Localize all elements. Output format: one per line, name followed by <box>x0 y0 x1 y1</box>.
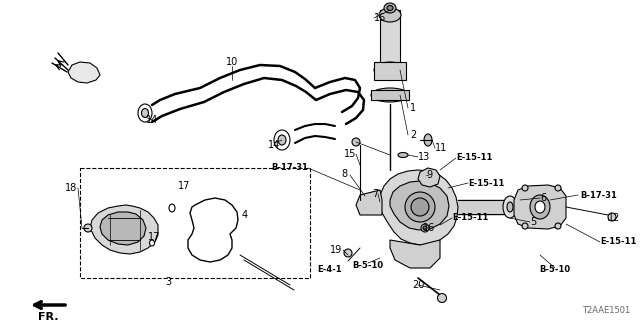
Polygon shape <box>100 212 146 245</box>
Ellipse shape <box>405 192 435 222</box>
Text: 18: 18 <box>65 183 77 193</box>
Polygon shape <box>356 190 382 215</box>
Text: E-15-11: E-15-11 <box>452 213 488 222</box>
Text: E-15-11: E-15-11 <box>468 179 504 188</box>
Polygon shape <box>390 240 440 268</box>
Text: 19: 19 <box>330 245 342 255</box>
Ellipse shape <box>503 196 517 218</box>
Ellipse shape <box>278 135 286 145</box>
Ellipse shape <box>421 224 429 232</box>
Bar <box>80 168 310 278</box>
Text: 4: 4 <box>242 210 248 220</box>
Polygon shape <box>390 181 449 230</box>
Polygon shape <box>514 185 566 229</box>
Polygon shape <box>380 170 458 245</box>
Ellipse shape <box>411 198 429 216</box>
Text: 6: 6 <box>540 193 546 203</box>
Ellipse shape <box>371 88 409 102</box>
Ellipse shape <box>507 202 513 212</box>
Text: 17: 17 <box>148 232 160 242</box>
Ellipse shape <box>150 240 154 246</box>
Ellipse shape <box>555 185 561 191</box>
Text: 16: 16 <box>423 223 435 233</box>
Text: E-4-1: E-4-1 <box>317 266 342 275</box>
Text: 14: 14 <box>146 115 158 125</box>
Text: 11: 11 <box>435 143 447 153</box>
Text: E-15-11: E-15-11 <box>456 154 492 163</box>
Text: B-5-10: B-5-10 <box>353 260 383 269</box>
Ellipse shape <box>522 223 528 229</box>
Ellipse shape <box>379 8 401 22</box>
Ellipse shape <box>530 195 550 219</box>
Text: 7: 7 <box>372 189 378 199</box>
Ellipse shape <box>384 3 396 13</box>
Text: 20: 20 <box>412 280 424 290</box>
Text: 1: 1 <box>410 103 416 113</box>
Ellipse shape <box>423 226 427 230</box>
Text: B-17-31: B-17-31 <box>580 190 617 199</box>
Bar <box>371 90 409 100</box>
Text: 5: 5 <box>530 217 536 227</box>
Text: 9: 9 <box>426 170 432 180</box>
Text: 12: 12 <box>608 213 620 223</box>
Ellipse shape <box>398 153 408 157</box>
Ellipse shape <box>535 201 545 213</box>
Ellipse shape <box>374 62 406 78</box>
Text: 16: 16 <box>374 13 387 23</box>
Ellipse shape <box>344 249 352 257</box>
Text: E-15-11: E-15-11 <box>600 237 636 246</box>
Ellipse shape <box>141 108 148 117</box>
Ellipse shape <box>608 213 616 221</box>
Text: FR.: FR. <box>38 312 58 320</box>
Polygon shape <box>68 62 100 83</box>
Ellipse shape <box>84 224 92 232</box>
Text: 17: 17 <box>178 181 190 191</box>
Ellipse shape <box>274 130 290 150</box>
Ellipse shape <box>387 5 393 11</box>
Text: T2AAE1501: T2AAE1501 <box>582 306 630 315</box>
Text: 10: 10 <box>226 57 238 67</box>
Polygon shape <box>418 168 440 187</box>
Ellipse shape <box>138 104 152 122</box>
Bar <box>380 10 400 70</box>
Text: 3: 3 <box>165 277 171 287</box>
Text: 15: 15 <box>344 149 356 159</box>
Ellipse shape <box>438 293 447 302</box>
Polygon shape <box>90 205 158 254</box>
Text: 13: 13 <box>418 152 430 162</box>
Ellipse shape <box>352 138 360 146</box>
Bar <box>374 62 406 80</box>
Text: 8: 8 <box>341 169 347 179</box>
Ellipse shape <box>522 185 528 191</box>
Ellipse shape <box>555 223 561 229</box>
Ellipse shape <box>424 134 432 146</box>
Text: 2: 2 <box>410 130 416 140</box>
Text: 14: 14 <box>268 140 280 150</box>
Text: B-5-10: B-5-10 <box>540 266 571 275</box>
Text: B-17-31: B-17-31 <box>271 164 308 172</box>
Ellipse shape <box>169 204 175 212</box>
